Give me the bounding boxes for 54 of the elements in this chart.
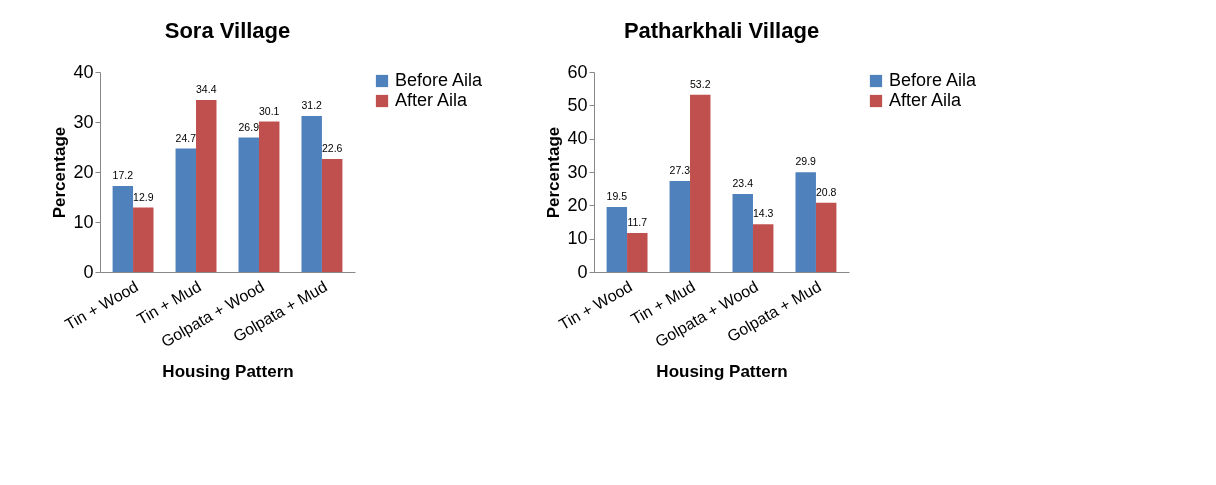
bar: [175, 148, 197, 272]
bar: [133, 207, 154, 272]
y-tick-label: 40: [73, 61, 94, 82]
data-label: 53.2: [690, 77, 711, 90]
y-tick-label: 30: [73, 111, 94, 132]
y-tick-label: 20: [73, 161, 94, 182]
data-label: 11.7: [627, 216, 648, 228]
chart-title: Patharkhali Village: [623, 18, 820, 43]
legend-label: After Aila: [395, 90, 469, 110]
data-label: 20.8: [815, 185, 837, 198]
data-label: 12.9: [133, 190, 154, 203]
data-label: 30.1: [258, 104, 280, 117]
y-tick-label: 10: [73, 211, 94, 232]
y-tick-label: 10: [567, 228, 588, 249]
data-label: 26.9: [238, 120, 260, 133]
y-tick-label: 50: [567, 94, 588, 115]
y-tick-label: 0: [83, 261, 94, 282]
data-label: 24.7: [175, 131, 197, 144]
bar: [815, 202, 837, 272]
y-tick-label: 40: [567, 128, 588, 149]
y-axis-title: Percentage: [544, 126, 564, 219]
bar: [752, 224, 774, 272]
x-axis-title: Housing Pattern: [656, 362, 788, 382]
bar: [196, 100, 217, 272]
data-label: 14.3: [752, 207, 774, 220]
chart-title: Sora Village: [164, 18, 291, 43]
bar: [238, 137, 259, 272]
data-label: 22.6: [321, 142, 343, 154]
data-label: 34.4: [196, 83, 217, 95]
y-tick-label: 20: [567, 194, 588, 215]
bar: [112, 186, 134, 272]
y-tick-label: 30: [567, 161, 588, 182]
bar: [690, 94, 711, 272]
y-axis-title: Percentage: [50, 126, 70, 219]
legend-label: Before Aila: [889, 70, 978, 90]
bar: [301, 116, 322, 272]
data-label: 29.9: [795, 155, 817, 168]
bar: [669, 181, 691, 272]
legend-label: Before Aila: [395, 70, 484, 90]
bar: [795, 172, 816, 272]
bar: [321, 159, 343, 272]
data-label: 31.2: [301, 99, 323, 111]
bar: [627, 233, 648, 272]
y-tick-label: 60: [567, 61, 588, 82]
x-axis-title: Housing Pattern: [162, 362, 294, 382]
bar: [606, 207, 628, 272]
y-tick-label: 0: [577, 261, 588, 282]
legend-label: After Aila: [889, 90, 963, 110]
data-label: 23.4: [732, 177, 754, 189]
data-label: 17.2: [112, 169, 134, 181]
data-label: 27.3: [669, 164, 691, 176]
bar: [258, 121, 280, 272]
data-label: 19.5: [606, 190, 628, 202]
bar: [732, 194, 753, 272]
